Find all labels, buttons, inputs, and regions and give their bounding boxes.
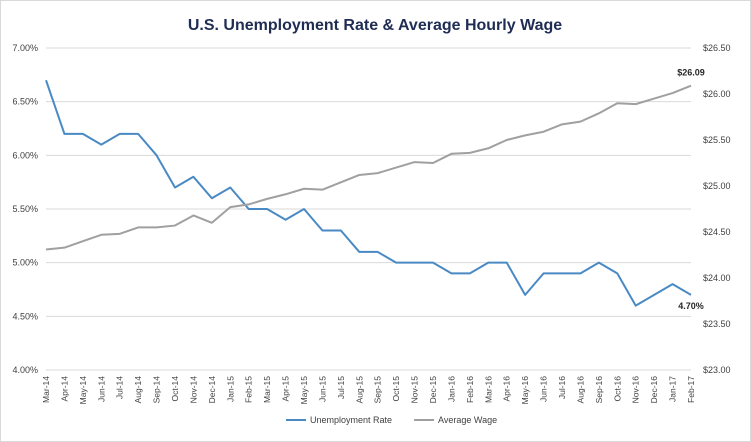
series-lines [45,79,692,307]
x-tick-label: Sep-16 [594,376,604,404]
x-tick-label: Apr-14 [59,376,69,402]
x-tick-label: Nov-14 [188,376,198,404]
x-tick-label: Jan-16 [446,376,456,402]
x-tick-label: Jul-14 [115,376,125,399]
y-left-tick-label: 5.50% [12,204,38,214]
x-tick-label: Mar-14 [41,376,51,403]
y-right-tick-label: $24.00 [703,273,731,283]
x-tick-label: Dec-14 [207,376,217,404]
y-right-tick-label: $23.00 [703,365,731,375]
chart-title: U.S. Unemployment Rate & Average Hourly … [188,17,562,34]
x-tick-label: Jun-16 [539,376,549,402]
x-tick-label: Feb-15 [244,376,254,403]
x-tick-label: Dec-16 [649,376,659,404]
y-right-tick-label: $26.00 [703,89,731,99]
x-tick-label: Oct-15 [391,376,401,402]
y-left-tick-label: 4.50% [12,311,38,321]
gridlines [46,47,691,371]
x-tick-label: May-14 [78,376,88,405]
x-tick-label: Jul-16 [557,376,567,399]
x-tick-label: Jan-17 [668,376,678,402]
x-axis: Mar-14 Apr-14 May-14 Jun-14 Jul-14 Aug-14 Sep-… [41,376,696,405]
x-tick-label: Aug-16 [575,376,585,404]
x-tick-label: May-16 [520,376,530,405]
x-tick-label: Aug-15 [354,376,364,404]
x-tick-label: May-15 [299,376,309,405]
legend-label: Average Wage [438,415,497,425]
x-tick-label: Feb-16 [465,376,475,403]
y-left-tick-label: 5.00% [12,258,38,268]
y-right-tick-label: $24.50 [703,227,731,237]
y-left-tick-label: 6.00% [12,150,38,160]
series-line-average-wage [45,84,692,251]
x-tick-label: Jun-15 [317,376,327,402]
annotations: 4.70% $26.09 [677,68,705,311]
y-left-tick-label: 4.00% [12,365,38,375]
x-tick-label: Mar-15 [262,376,272,403]
x-tick-label: Sep-15 [373,376,383,404]
data-label: 4.70% [678,301,704,311]
x-tick-label: Dec-15 [428,376,438,404]
legend: Unemployment Rate Average Wage [286,415,497,425]
x-tick-label: Aug-14 [133,376,143,404]
legend-label: Unemployment Rate [310,415,392,425]
x-tick-label: Feb-17 [686,376,696,403]
y-right-tick-label: $25.00 [703,181,731,191]
y-left-tick-label: 6.50% [12,97,38,107]
x-tick-label: Oct-14 [170,376,180,402]
series-line-unemployment-rate [45,79,692,307]
x-tick-label: Apr-16 [502,376,512,402]
x-tick-label: Jul-15 [336,376,346,399]
y-axis-left: 4.00% 4.50% 5.00% 5.50% 6.00% 6.50% 7.00% [12,43,38,375]
y-left-tick-label: 7.00% [12,43,38,53]
y-right-tick-label: $26.50 [703,43,731,53]
x-tick-label: Nov-16 [631,376,641,404]
y-right-tick-label: $25.50 [703,135,731,145]
x-tick-label: Apr-15 [281,376,291,402]
data-label: $26.09 [677,68,705,78]
x-tick-label: Mar-16 [483,376,493,403]
x-tick-label: Jan-15 [225,376,235,402]
x-tick-label: Nov-15 [410,376,420,404]
x-tick-label: Sep-14 [152,376,162,404]
y-right-tick-label: $23.50 [703,319,731,329]
y-axis-right: $23.00 $23.50 $24.00 $24.50 $25.00 $25.50 $26.… [703,43,731,375]
x-tick-label: Jun-14 [96,376,106,402]
x-tick-label: Oct-16 [612,376,622,402]
